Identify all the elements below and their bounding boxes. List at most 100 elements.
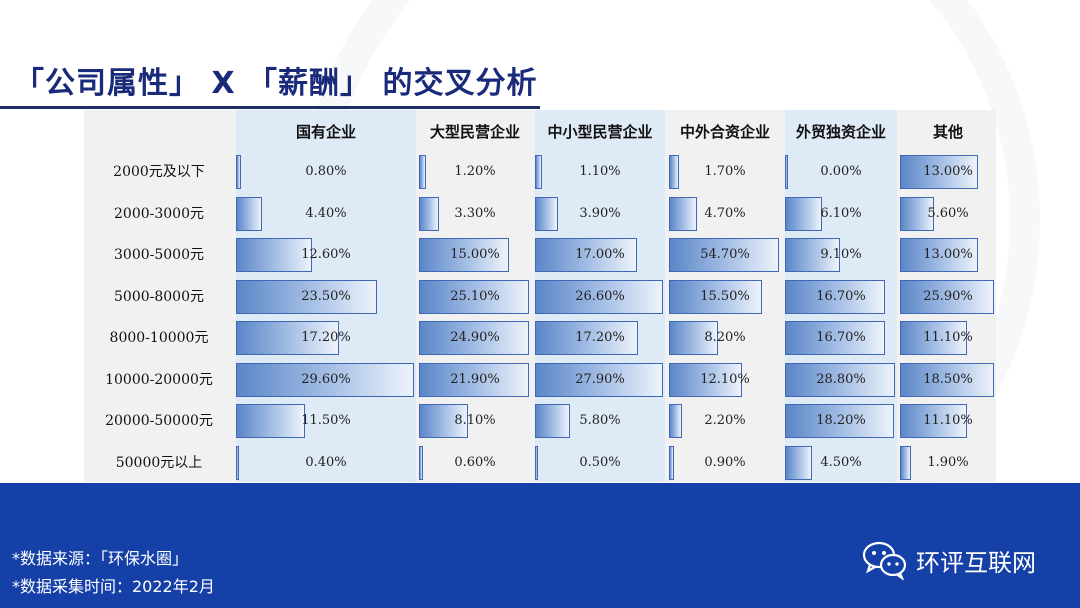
data-label: 4.70% <box>704 205 746 221</box>
data-bar <box>236 196 263 231</box>
data-bar <box>900 404 967 438</box>
data-label: 24.90% <box>450 330 500 345</box>
data-label: 17.20% <box>301 330 351 345</box>
data-bar <box>236 321 340 355</box>
data-bar <box>535 362 663 397</box>
brand-name: 环评互联网 <box>916 548 1036 577</box>
footer-band <box>0 483 1080 608</box>
data-label: 0.90% <box>704 454 746 470</box>
data-bar <box>535 279 663 314</box>
data-label: 18.50% <box>923 371 973 387</box>
data-label: 15.50% <box>700 288 750 304</box>
data-label: 15.00% <box>450 247 500 262</box>
row-label: 2000元及以下 <box>113 164 205 180</box>
data-bar <box>236 155 241 189</box>
data-bar <box>785 404 895 438</box>
data-bar <box>785 321 886 355</box>
data-bar <box>419 238 509 272</box>
data-label: 1.10% <box>579 164 621 179</box>
data-bar <box>785 279 886 314</box>
row-label: 3000-5000元 <box>114 247 204 263</box>
data-label: 13.00% <box>923 247 973 262</box>
data-label: 25.90% <box>923 288 973 304</box>
data-bar <box>236 362 414 397</box>
data-bar <box>419 279 529 314</box>
column-header: 其他 <box>932 123 963 141</box>
row-label: 20000-50000元 <box>105 413 213 429</box>
data-bar <box>669 238 779 272</box>
data-label: 54.70% <box>700 247 750 262</box>
data-label: 26.60% <box>575 288 625 304</box>
data-label: 11.50% <box>301 413 351 428</box>
brand-mark: 环评互联网 <box>862 540 1036 580</box>
data-label: 0.80% <box>305 164 347 179</box>
data-source-note: *数据来源：「环保水圈」 <box>12 549 189 568</box>
data-label: 27.90% <box>575 371 625 387</box>
data-label: 17.00% <box>575 247 625 262</box>
data-label: 0.00% <box>820 164 862 179</box>
data-bar <box>419 321 529 355</box>
data-label: 23.50% <box>301 288 351 304</box>
data-bar <box>669 155 680 189</box>
data-label: 17.20% <box>575 330 625 345</box>
data-label: 0.40% <box>305 454 347 470</box>
data-label: 1.70% <box>704 164 746 179</box>
title-underline <box>0 106 540 109</box>
data-label: 29.60% <box>301 371 351 387</box>
data-label: 13.00% <box>923 164 973 179</box>
data-bar <box>236 279 377 314</box>
column-header: 国有企业 <box>295 123 356 141</box>
data-bar <box>236 404 305 438</box>
data-bar <box>785 155 788 189</box>
data-label: 4.40% <box>305 205 347 221</box>
data-bar <box>900 238 978 272</box>
data-bar <box>236 445 239 480</box>
data-label: 9.10% <box>820 247 862 262</box>
data-label: 2.20% <box>704 413 746 428</box>
data-bar <box>785 238 840 272</box>
data-label: 6.10% <box>820 205 862 221</box>
data-label: 11.10% <box>923 413 973 428</box>
data-bar <box>535 445 538 480</box>
data-bar <box>900 279 994 314</box>
column-header: 外贸独资企业 <box>795 123 886 141</box>
data-label: 12.10% <box>700 371 750 387</box>
data-bar <box>785 196 822 231</box>
data-bar <box>900 321 967 355</box>
row-label: 8000-10000元 <box>109 330 209 346</box>
data-bar <box>669 404 683 438</box>
data-label: 12.60% <box>301 247 351 262</box>
data-label: 4.50% <box>820 454 862 470</box>
column-header: 中外合资企业 <box>679 123 770 141</box>
data-bar <box>669 445 675 480</box>
row-label: 10000-20000元 <box>105 371 213 388</box>
data-bar <box>419 196 439 231</box>
data-bar <box>900 196 934 231</box>
data-bar <box>535 155 542 189</box>
data-bar <box>535 404 570 438</box>
data-bar <box>785 445 812 480</box>
data-bar <box>535 321 639 355</box>
data-bar <box>900 155 978 189</box>
data-label: 5.80% <box>579 413 621 428</box>
data-bar <box>669 279 762 314</box>
data-bar <box>236 238 312 272</box>
data-bar <box>419 362 529 397</box>
data-label: 28.80% <box>816 371 866 387</box>
data-label: 3.30% <box>454 205 496 221</box>
data-bar <box>535 238 637 272</box>
data-label: 8.10% <box>454 413 496 428</box>
data-label: 0.60% <box>454 454 496 470</box>
row-label: 2000-3000元 <box>114 205 204 222</box>
wechat-icon <box>862 541 907 580</box>
row-label: 50000元以上 <box>115 454 203 471</box>
data-label: 18.20% <box>816 413 866 428</box>
data-label: 1.20% <box>454 164 496 179</box>
data-bar <box>535 196 559 231</box>
data-bar <box>419 155 427 189</box>
data-label: 5.60% <box>927 205 969 221</box>
column-header: 大型民营企业 <box>429 123 520 141</box>
data-bar <box>419 404 468 438</box>
data-label: 11.10% <box>923 330 973 345</box>
data-label: 8.20% <box>704 330 746 345</box>
